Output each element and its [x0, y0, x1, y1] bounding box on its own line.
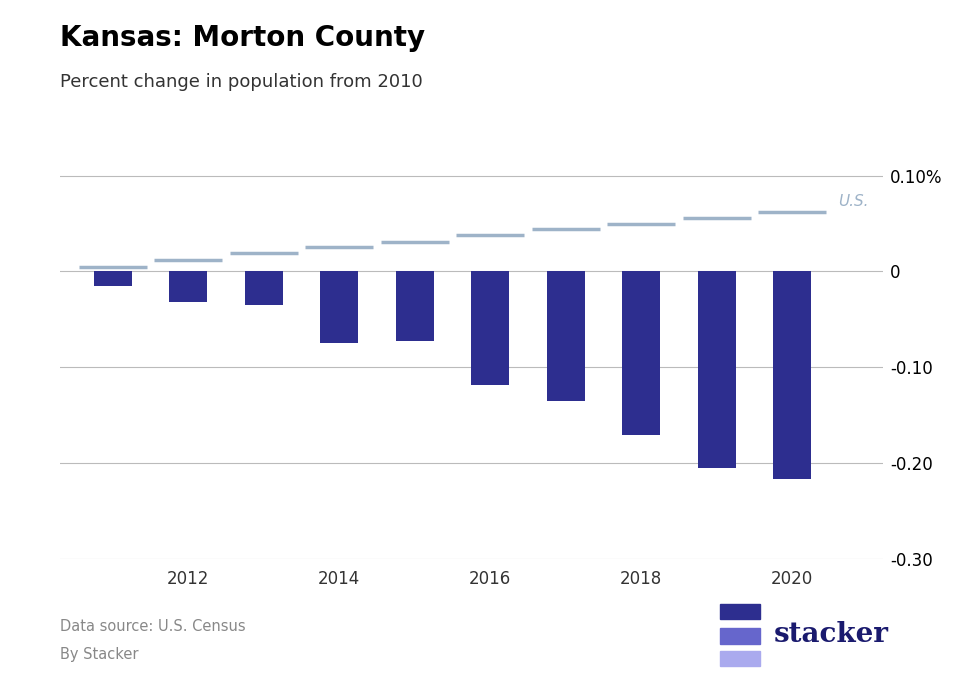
Bar — [170, 271, 207, 302]
Text: Percent change in population from 2010: Percent change in population from 2010 — [60, 73, 422, 92]
Bar — [245, 271, 282, 305]
Text: Data source: U.S. Census: Data source: U.S. Census — [60, 619, 245, 633]
Bar — [773, 271, 811, 480]
Bar — [396, 271, 433, 340]
Bar — [698, 271, 736, 468]
Text: By Stacker: By Stacker — [60, 647, 138, 661]
Text: U.S.: U.S. — [838, 194, 868, 209]
Bar — [320, 271, 358, 343]
Bar — [94, 271, 131, 286]
Bar — [471, 271, 510, 384]
Bar — [622, 271, 661, 435]
Text: Kansas: Morton County: Kansas: Morton County — [60, 24, 425, 52]
Bar — [547, 271, 585, 401]
Text: stacker: stacker — [774, 621, 889, 648]
